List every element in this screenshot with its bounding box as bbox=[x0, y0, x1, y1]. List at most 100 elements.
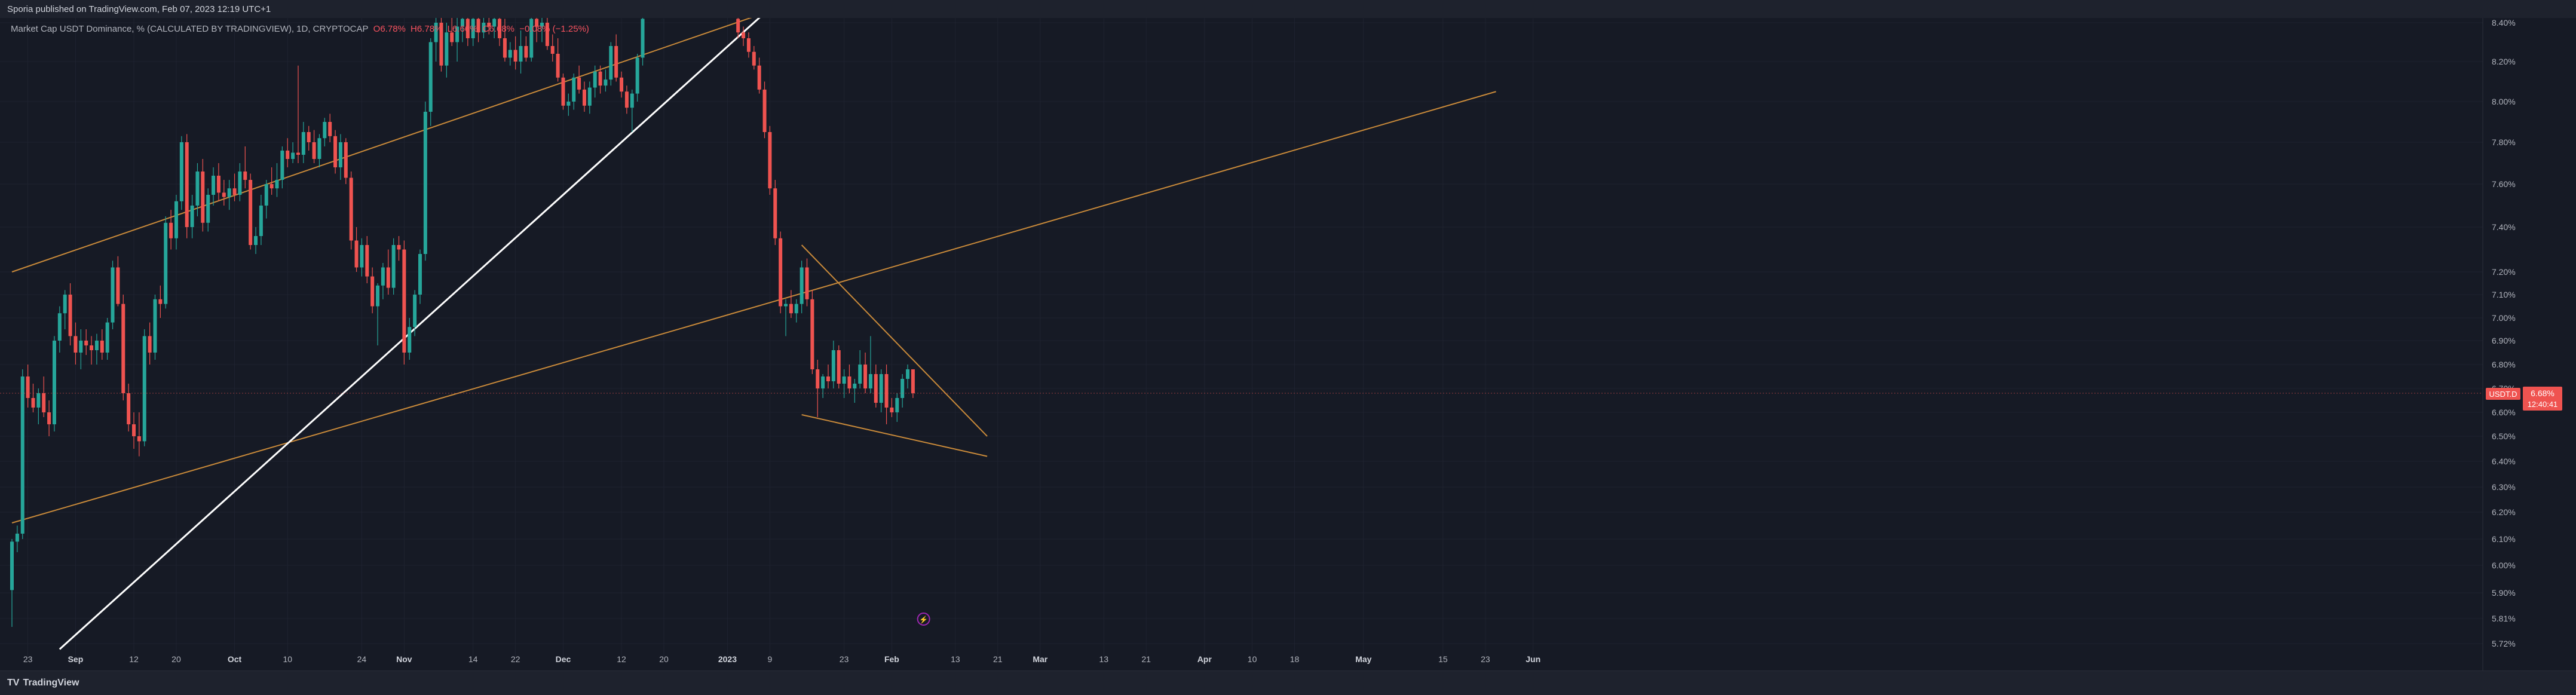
legend-open: O6.78% bbox=[373, 24, 406, 34]
x-tick-label: May bbox=[1355, 654, 1371, 664]
candle-body bbox=[423, 112, 427, 254]
candle-body bbox=[550, 46, 555, 54]
x-tick-label: Jun bbox=[1526, 654, 1540, 664]
candle-body bbox=[291, 152, 295, 159]
x-tick-label: 20 bbox=[171, 654, 181, 664]
x-tick-label: 9 bbox=[768, 654, 773, 664]
candle-body bbox=[222, 192, 226, 197]
candle-body bbox=[572, 77, 576, 102]
candle-body bbox=[301, 132, 305, 155]
x-tick-label: 23 bbox=[23, 654, 33, 664]
candle-body bbox=[142, 336, 146, 442]
candle-body bbox=[503, 38, 507, 58]
candle-body bbox=[614, 46, 618, 78]
candle-body bbox=[349, 177, 353, 241]
candle-body bbox=[386, 267, 390, 288]
candle-body bbox=[52, 341, 56, 424]
y-tick-label: 8.00% bbox=[2492, 97, 2516, 106]
y-tick-label: 7.10% bbox=[2492, 290, 2516, 299]
candle-body bbox=[598, 71, 602, 86]
candle-body bbox=[137, 436, 141, 442]
y-tick-label: 5.81% bbox=[2492, 614, 2516, 623]
x-tick-label: Oct bbox=[228, 654, 242, 664]
x-tick-label: 20 bbox=[659, 654, 669, 664]
candle-body bbox=[863, 365, 868, 388]
last-price-label: USDT.D 6.68% 12:40:41 bbox=[2486, 387, 2562, 411]
candle-body bbox=[736, 19, 740, 33]
candle-body bbox=[847, 376, 851, 388]
candle-body bbox=[370, 276, 375, 307]
candle-body bbox=[280, 151, 284, 180]
brand-name: TradingView bbox=[23, 678, 79, 688]
candle-body bbox=[831, 350, 835, 381]
candlestick-chart[interactable]: 8.40% 8.20% 8.00% 7.80% 7.60% 7.40% 7.20% 7.10%… bbox=[0, 18, 2576, 670]
candle-body bbox=[762, 89, 767, 132]
y-tick-label: 6.60% bbox=[2492, 408, 2516, 417]
candle-body bbox=[779, 238, 783, 307]
x-tick-label: 13 bbox=[1099, 654, 1108, 664]
candle-body bbox=[884, 374, 889, 408]
candle-body bbox=[127, 393, 131, 424]
candle-body bbox=[354, 240, 359, 268]
candle-body bbox=[264, 184, 268, 206]
candle-body bbox=[413, 295, 417, 327]
candle-body bbox=[428, 42, 433, 112]
y-tick-label: 7.80% bbox=[2492, 137, 2516, 147]
candle-body bbox=[158, 299, 163, 304]
x-tick-label: Nov bbox=[396, 654, 412, 664]
event-marker-icon[interactable]: ⚡ bbox=[917, 613, 930, 626]
x-tick-label: 18 bbox=[1290, 654, 1300, 664]
candle-body bbox=[810, 299, 814, 369]
candle-body bbox=[545, 23, 549, 46]
candle-body bbox=[269, 184, 274, 189]
candle-body bbox=[445, 32, 449, 66]
y-tick-label: 6.20% bbox=[2492, 507, 2516, 517]
legend-low: L6.66% bbox=[447, 24, 478, 34]
price-axis[interactable]: 8.40% 8.20% 8.00% 7.80% 7.60% 7.40% 7.20% 7.10%… bbox=[2492, 18, 2516, 648]
x-tick-label: 22 bbox=[511, 654, 520, 664]
candle-body bbox=[376, 285, 380, 307]
candle-body bbox=[111, 267, 115, 323]
candle-body bbox=[805, 267, 809, 299]
candle-body bbox=[36, 393, 41, 408]
candle-body bbox=[794, 304, 798, 314]
candle-body bbox=[259, 206, 263, 236]
x-tick-label: 10 bbox=[1248, 654, 1257, 664]
y-tick-label: 6.30% bbox=[2492, 482, 2516, 492]
candle-body bbox=[153, 299, 157, 353]
candle-body bbox=[476, 19, 480, 33]
x-tick-label: 10 bbox=[283, 654, 292, 664]
candle-body bbox=[116, 267, 120, 304]
candle-body bbox=[821, 376, 825, 388]
time-axis[interactable]: 23 Sep 12 20 Oct 10 24 Nov 14 22 Dec 12 20 2023 9 23 Feb… bbox=[23, 654, 1540, 664]
lower-channel-line bbox=[11, 91, 1496, 523]
y-tick-label: 6.80% bbox=[2492, 360, 2516, 369]
y-tick-label: 7.40% bbox=[2492, 222, 2516, 232]
candle-body bbox=[227, 188, 231, 197]
candle-body bbox=[620, 77, 624, 92]
candle-body bbox=[535, 19, 539, 27]
x-tick-label: 21 bbox=[1141, 654, 1151, 664]
candle-body bbox=[73, 336, 78, 353]
candle-body bbox=[391, 245, 396, 288]
y-tick-label: 7.20% bbox=[2492, 267, 2516, 277]
candle-body bbox=[105, 322, 109, 353]
candle-body bbox=[895, 398, 899, 412]
candle-body bbox=[513, 50, 517, 62]
y-tick-label: 6.40% bbox=[2492, 457, 2516, 466]
candle-body bbox=[206, 195, 210, 223]
candle-body bbox=[853, 384, 857, 388]
y-tick-label: 5.90% bbox=[2492, 588, 2516, 598]
candle-body bbox=[164, 222, 168, 304]
candle-body bbox=[890, 408, 894, 412]
candle-body bbox=[816, 369, 820, 388]
tradingview-logo[interactable]: TV TradingView bbox=[7, 678, 79, 688]
candle-body bbox=[529, 19, 534, 58]
symbol-tag bbox=[2486, 388, 2520, 400]
footer-bar: TV TradingView bbox=[0, 670, 2576, 695]
candle-body bbox=[635, 57, 639, 94]
candle-body bbox=[344, 142, 348, 178]
chart-legend: Market Cap USDT Dominance, % (CALCULATED… bbox=[11, 24, 592, 34]
candle-body bbox=[826, 376, 830, 381]
candle-body bbox=[79, 341, 83, 353]
